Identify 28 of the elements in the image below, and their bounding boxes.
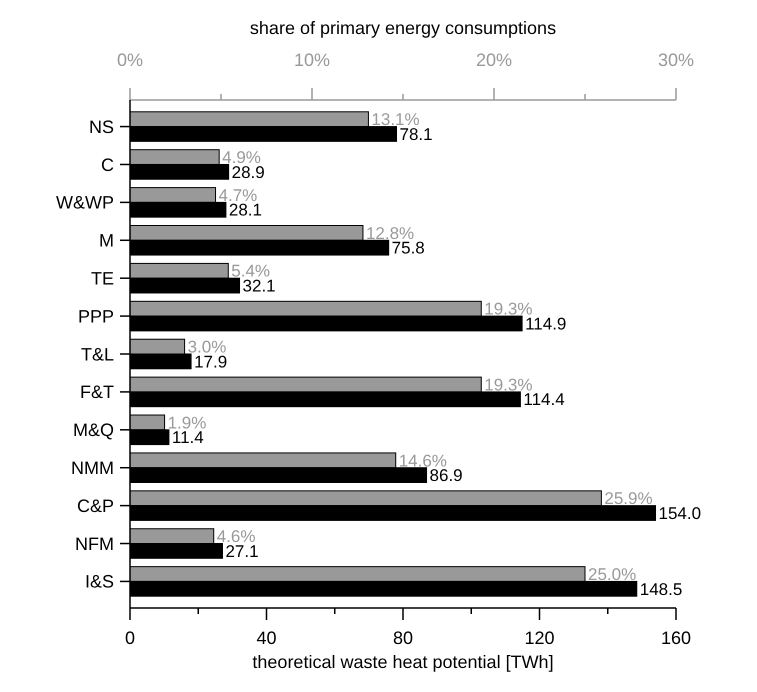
y-tick-label: C&P	[76, 496, 114, 516]
x-tick-label: 120	[524, 628, 555, 648]
y-tick-label: TE	[90, 268, 114, 288]
y-tick-label: W&WP	[56, 192, 114, 213]
y-tick-label: NMM	[71, 458, 114, 478]
x2-tick-label: 30%	[658, 50, 694, 70]
data-label: 25.0%	[588, 564, 636, 584]
x-axis-title: theoretical waste heat potential [TWh]	[252, 652, 554, 672]
y-tick-label: NS	[88, 116, 114, 137]
y-tick-label: T&L	[80, 344, 114, 364]
data-label: 154.0	[658, 504, 702, 523]
y-tick-label: M&Q	[72, 420, 114, 440]
y-tick-label: C	[101, 154, 114, 175]
x-tick-label: 0	[124, 628, 136, 648]
x2-axis-title: share of primary energy consumptions	[250, 18, 556, 38]
x-tick-label: 40	[256, 628, 277, 648]
x2-tick-label: 20%	[476, 50, 512, 70]
y-tick-label: PPP	[78, 306, 114, 326]
x2-tick-label: 10%	[294, 50, 330, 70]
y-tick-label: I&S	[84, 572, 114, 592]
data-label: 148.5	[640, 580, 682, 599]
y-tick-label: NFM	[75, 534, 114, 554]
y-tick-label: F&T	[80, 382, 114, 402]
x-tick-label: 160	[660, 628, 692, 648]
data-label: 25.9%	[604, 489, 653, 508]
x-tick-label: 80	[392, 628, 414, 648]
y-tick-label: M	[99, 230, 114, 251]
x2-tick-label: 0%	[116, 50, 144, 70]
